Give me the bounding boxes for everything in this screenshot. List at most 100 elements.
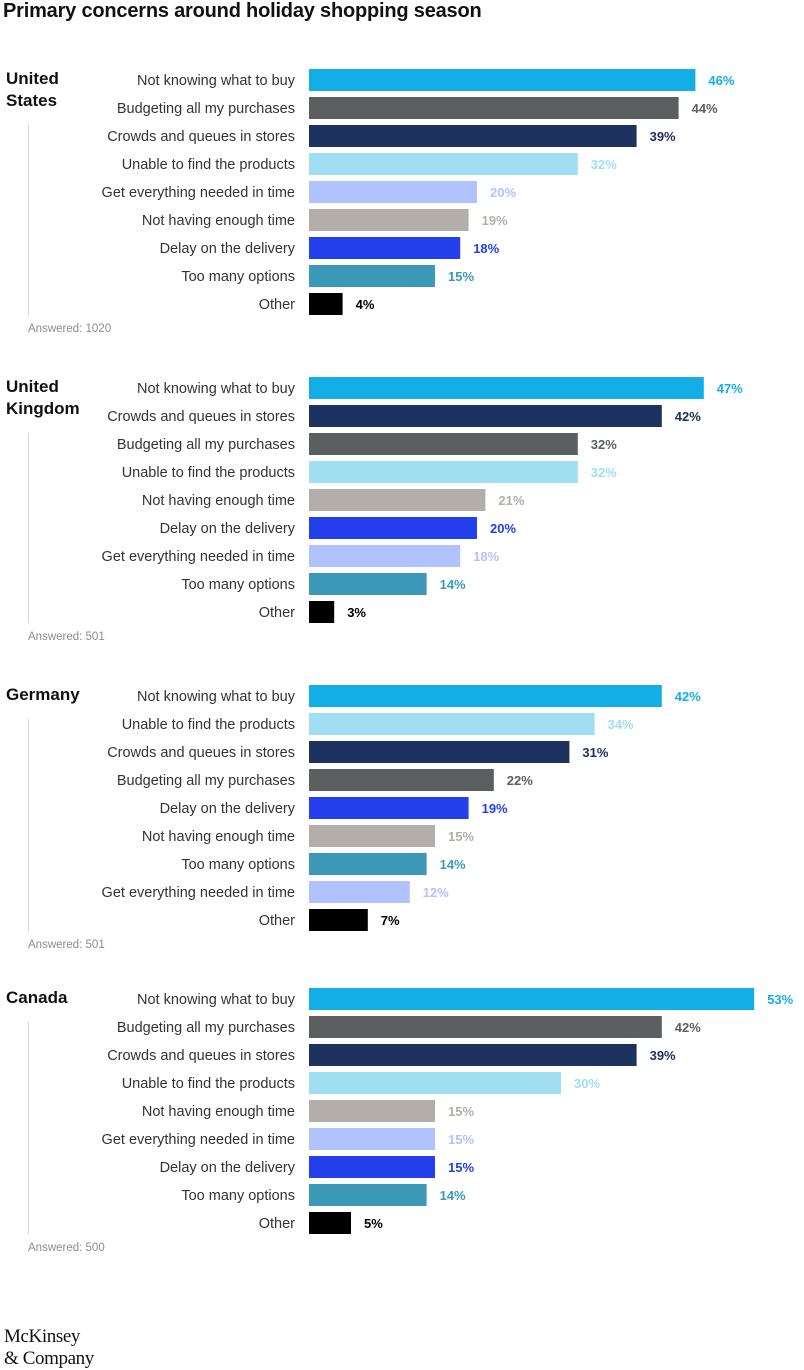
bar-not-knowing-what-to-buy (309, 377, 704, 399)
value-label: 21% (498, 493, 524, 508)
value-label: 5% (364, 1216, 383, 1231)
category-label: Crowds and queues in stores (107, 409, 295, 425)
value-label: 18% (473, 549, 499, 564)
category-label: Not having enough time (142, 213, 295, 229)
value-label: 15% (448, 829, 474, 844)
value-label: 42% (675, 409, 701, 424)
value-label: 15% (448, 1132, 474, 1147)
bar-get-everything-needed-in-time (309, 1128, 435, 1150)
category-label: Too many options (181, 857, 295, 873)
value-label: 42% (675, 1020, 701, 1035)
category-label: Not knowing what to buy (137, 992, 296, 1008)
bar-charts: United States Not knowing what to buy 46% Bu… (6, 69, 794, 1254)
category-label: Too many options (181, 1188, 295, 1204)
category-label: Budgeting all my purchases (117, 1020, 295, 1036)
value-label: 42% (675, 689, 701, 704)
bar-not-having-enough-time (309, 209, 469, 231)
value-label: 53% (767, 992, 793, 1007)
bar-crowds-and-queues-in-stores (309, 405, 662, 427)
answered-note-united-kingdom: Answered: 501 (28, 631, 105, 643)
value-label: 32% (591, 437, 617, 452)
bar-get-everything-needed-in-time (309, 181, 477, 203)
category-label: Get everything needed in time (102, 1132, 295, 1148)
bar-not-having-enough-time (309, 489, 486, 511)
value-label: 32% (591, 157, 617, 172)
bar-too-many-options (309, 1184, 427, 1206)
category-label: Crowds and queues in stores (107, 1048, 295, 1064)
value-label: 44% (692, 101, 718, 116)
value-label: 14% (440, 1188, 466, 1203)
category-label: Too many options (181, 269, 295, 285)
value-label: 20% (490, 521, 516, 536)
bar-other (309, 1212, 351, 1234)
bar-other (309, 909, 368, 931)
bar-unable-to-find-the-products (309, 713, 595, 735)
bar-not-having-enough-time (309, 1100, 435, 1122)
bar-crowds-and-queues-in-stores (309, 741, 570, 763)
value-label: 4% (356, 297, 375, 312)
bar-not-knowing-what-to-buy (309, 69, 696, 91)
bar-budgeting-all-my-purchases (309, 97, 679, 119)
bar-too-many-options (309, 573, 427, 595)
value-label: 39% (650, 129, 676, 144)
answered-note-canada: Answered: 500 (28, 1242, 105, 1254)
answered-note-united-states: Answered: 1020 (28, 323, 111, 335)
value-label: 47% (717, 381, 743, 396)
category-label: Crowds and queues in stores (107, 129, 295, 145)
value-label: 20% (490, 185, 516, 200)
category-label: Other (259, 1216, 295, 1232)
mckinsey-logo: McKinsey & Company (4, 1326, 94, 1370)
country-label-canada: Canada (6, 988, 68, 1007)
country-label-germany: Germany (6, 685, 80, 704)
value-label: 31% (582, 745, 608, 760)
category-label: Budgeting all my purchases (117, 101, 295, 117)
category-label: Not having enough time (142, 1104, 295, 1120)
bar-budgeting-all-my-purchases (309, 1016, 662, 1038)
value-label: 14% (440, 577, 466, 592)
category-label: Unable to find the products (122, 465, 295, 481)
bar-budgeting-all-my-purchases (309, 433, 578, 455)
category-label: Other (259, 913, 295, 929)
bar-crowds-and-queues-in-stores (309, 1044, 637, 1066)
page-title: Primary concerns around holiday shopping… (3, 0, 482, 22)
category-label: Unable to find the products (122, 1076, 295, 1092)
category-label: Other (259, 297, 295, 313)
category-label: Delay on the delivery (160, 1160, 296, 1176)
category-label: Other (259, 605, 295, 621)
value-label: 46% (708, 73, 734, 88)
bar-not-having-enough-time (309, 825, 435, 847)
value-label: 34% (608, 717, 634, 732)
category-label: Unable to find the products (122, 157, 295, 173)
bar-unable-to-find-the-products (309, 1072, 561, 1094)
value-label: 39% (650, 1048, 676, 1063)
bar-unable-to-find-the-products (309, 461, 578, 483)
value-label: 12% (423, 885, 449, 900)
value-label: 3% (347, 605, 366, 620)
category-label: Budgeting all my purchases (117, 773, 295, 789)
category-label: Not knowing what to buy (137, 689, 296, 705)
logo-line-2: & Company (4, 1348, 94, 1369)
bar-delay-on-the-delivery (309, 237, 461, 259)
value-label: 18% (473, 241, 499, 256)
value-label: 15% (448, 1104, 474, 1119)
category-label: Get everything needed in time (102, 185, 295, 201)
bar-budgeting-all-my-purchases (309, 769, 494, 791)
value-label: 19% (482, 801, 508, 816)
bar-get-everything-needed-in-time (309, 881, 410, 903)
bar-get-everything-needed-in-time (309, 545, 461, 567)
bar-other (309, 601, 335, 623)
value-label: 30% (574, 1076, 600, 1091)
bar-crowds-and-queues-in-stores (309, 125, 637, 147)
logo-line-1: McKinsey (4, 1326, 80, 1347)
bar-too-many-options (309, 853, 427, 875)
category-label: Delay on the delivery (160, 801, 296, 817)
bar-not-knowing-what-to-buy (309, 685, 662, 707)
bar-other (309, 293, 343, 315)
bar-not-knowing-what-to-buy (309, 988, 755, 1010)
bar-unable-to-find-the-products (309, 153, 578, 175)
country-label-united-kingdom: United Kingdom (6, 377, 80, 418)
value-label: 15% (448, 269, 474, 284)
category-label: Unable to find the products (122, 717, 295, 733)
answered-note-germany: Answered: 501 (28, 939, 105, 951)
category-label: Get everything needed in time (102, 885, 295, 901)
